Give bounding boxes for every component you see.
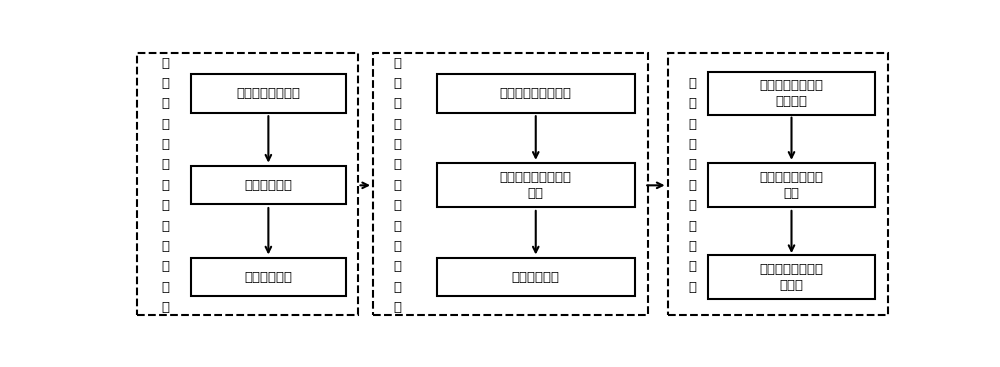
Text: 形: 形 <box>688 77 696 90</box>
Text: 化: 化 <box>394 118 402 131</box>
Text: 时: 时 <box>394 199 402 212</box>
Text: 目: 目 <box>394 138 402 151</box>
Text: 目: 目 <box>161 77 169 90</box>
Text: 参: 参 <box>161 240 169 253</box>
Bar <box>191 166 346 204</box>
Bar <box>191 258 346 296</box>
Text: 视: 视 <box>161 98 169 110</box>
Text: 实: 实 <box>394 179 402 192</box>
Text: 边坡三维形变预测
与预警: 边坡三维形变预测 与预警 <box>760 263 824 292</box>
Text: 标靶目标识别与跟踪: 标靶目标识别与跟踪 <box>500 87 572 100</box>
Text: 设: 设 <box>161 159 169 171</box>
Text: 机: 机 <box>161 219 169 233</box>
Text: 频: 频 <box>161 118 169 131</box>
Text: 布: 布 <box>161 138 169 151</box>
Bar <box>373 52 648 315</box>
Bar <box>137 52 358 315</box>
Text: 标: 标 <box>161 280 169 294</box>
Text: 变: 变 <box>394 98 402 110</box>
Text: 与: 与 <box>161 179 169 192</box>
Bar <box>437 75 635 113</box>
Text: 标: 标 <box>394 159 402 171</box>
Text: 边坡三维形变模型
构建: 边坡三维形变模型 构建 <box>760 171 824 200</box>
Text: 检: 检 <box>394 219 402 233</box>
Text: 定: 定 <box>688 199 696 212</box>
Text: 相: 相 <box>161 199 169 212</box>
Text: 数: 数 <box>161 260 169 273</box>
Text: 频: 频 <box>394 77 402 90</box>
Text: 视: 视 <box>394 57 402 70</box>
Bar <box>708 163 875 207</box>
Text: 跟: 跟 <box>394 280 402 294</box>
Text: 同名特征追踪与视差
估计: 同名特征追踪与视差 估计 <box>500 171 572 200</box>
Bar <box>437 258 635 296</box>
Bar <box>437 163 635 207</box>
Text: 视频内参标定: 视频内参标定 <box>244 179 292 192</box>
Text: 特: 特 <box>688 118 696 131</box>
Text: 位: 位 <box>688 219 696 233</box>
Text: 变: 变 <box>688 98 696 110</box>
Text: 形变特征确定: 形变特征确定 <box>512 271 560 284</box>
Text: 踪: 踪 <box>394 301 402 314</box>
Text: 视频外参标定: 视频外参标定 <box>244 271 292 284</box>
Text: 三: 三 <box>688 159 696 171</box>
Text: 三: 三 <box>161 57 169 70</box>
Text: 维: 维 <box>688 179 696 192</box>
Bar <box>708 72 875 115</box>
Text: 三目视频形变特征
三维定位: 三目视频形变特征 三维定位 <box>760 79 824 108</box>
Text: 与: 与 <box>394 260 402 273</box>
Bar <box>708 255 875 299</box>
Bar <box>668 52 888 315</box>
Text: 与: 与 <box>688 240 696 253</box>
Text: 分: 分 <box>688 260 696 273</box>
Text: 征: 征 <box>688 138 696 151</box>
Text: 三目视频设备布设: 三目视频设备布设 <box>236 87 300 100</box>
Text: 析: 析 <box>688 280 696 294</box>
Bar <box>191 75 346 113</box>
Text: 定: 定 <box>161 301 169 314</box>
Text: 测: 测 <box>394 240 402 253</box>
